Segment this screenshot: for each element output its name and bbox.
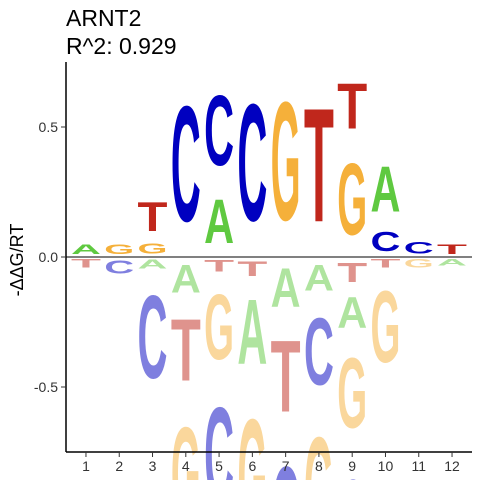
x-tick-label: 7 xyxy=(282,458,290,474)
chart-subtitle: R^2: 0.929 xyxy=(66,33,177,59)
logo-letter-neg12-A: A xyxy=(437,257,467,267)
logo-letter-neg4-G: G xyxy=(171,400,201,480)
logo-letter-pos10-C: C xyxy=(371,226,401,257)
y-axis-ticks: -0.5 0.0 0.5 xyxy=(34,119,66,395)
logo-letters: ATGCGTACCATGACTGCCTAGGATCTACGGTTAGCCATGC… xyxy=(71,68,467,480)
logo-letter-neg11-G: G xyxy=(404,257,434,270)
logo-letter-pos10-A: A xyxy=(371,153,401,226)
logo-letter-neg9-G: G xyxy=(337,339,367,450)
x-tick-label: 11 xyxy=(411,458,426,474)
logo-letter-pos9-G: G xyxy=(337,143,367,257)
logo-letter-pos8-T: T xyxy=(304,75,334,256)
y-tick-label: 0.5 xyxy=(39,119,59,135)
logo-letter-pos3-T: T xyxy=(138,193,168,240)
x-tick-label: 6 xyxy=(248,458,256,474)
logo-letter-neg5-G: G xyxy=(204,276,234,379)
logo-letter-neg8-A: A xyxy=(304,257,334,299)
logo-letter-pos11-C: C xyxy=(404,238,434,257)
logo-letter-neg7-A: A xyxy=(271,258,301,319)
logo-letter-neg4-A: A xyxy=(171,256,201,301)
y-tick-label: -0.5 xyxy=(34,379,58,395)
logo-letter-neg6-T: T xyxy=(237,257,267,280)
x-tick-label: 3 xyxy=(149,458,157,474)
logo-letter-neg8-C: C xyxy=(304,299,334,405)
x-tick-label: 12 xyxy=(444,458,460,474)
x-tick-label: 5 xyxy=(215,458,223,474)
x-tick-label: 8 xyxy=(315,458,323,474)
logo-letter-neg5-T: T xyxy=(204,257,234,275)
logo-letter-neg8-G: G xyxy=(304,405,334,480)
x-tick-label: 10 xyxy=(378,458,394,474)
logo-letter-neg10-G: G xyxy=(371,271,401,385)
y-axis-label: -ΔΔG/RT xyxy=(7,224,27,297)
logo-letter-pos12-T: T xyxy=(437,241,467,257)
logo-letter-neg3-C: C xyxy=(138,271,168,403)
logo-letter-neg6-A: A xyxy=(237,281,267,384)
logo-letter-neg10-T: T xyxy=(371,257,401,270)
chart-title: ARNT2 xyxy=(66,5,141,31)
logo-letter-neg9-A: A xyxy=(337,289,367,338)
x-tick-label: 2 xyxy=(115,458,123,474)
x-tick-label: 1 xyxy=(82,458,90,474)
logo-letter-pos4-C: C xyxy=(171,73,201,257)
logo-letter-neg2-C: C xyxy=(104,257,134,278)
logo-letter-pos5-A: A xyxy=(204,188,234,258)
logo-letter-pos9-T: T xyxy=(337,71,367,143)
logo-letter-neg5-C: C xyxy=(204,379,234,480)
logo-letter-pos1-A: A xyxy=(71,241,101,257)
x-axis-ticks: 1 2 3 4 5 6 7 8 9 10 11 12 xyxy=(82,452,460,474)
y-tick-label: 0.0 xyxy=(39,249,59,265)
logo-letter-neg9-T: T xyxy=(337,258,367,289)
logo-letter-pos6-C: C xyxy=(237,69,267,256)
logo-letter-neg3-A: A xyxy=(138,257,168,272)
logo-letter-pos5-C: C xyxy=(204,76,234,187)
logo-letter-pos7-G: G xyxy=(271,68,301,257)
x-tick-label: 9 xyxy=(348,458,356,474)
x-tick-label: 4 xyxy=(182,458,190,474)
logo-letter-pos3-G: G xyxy=(138,241,168,258)
logo-letter-neg7-T: T xyxy=(271,318,301,433)
logo-letter-neg1-T: T xyxy=(71,257,101,270)
logo-letter-neg4-T: T xyxy=(171,301,201,400)
logo-letter-neg6-G: G xyxy=(237,385,267,480)
logo-letter-pos2-G: G xyxy=(104,242,134,257)
